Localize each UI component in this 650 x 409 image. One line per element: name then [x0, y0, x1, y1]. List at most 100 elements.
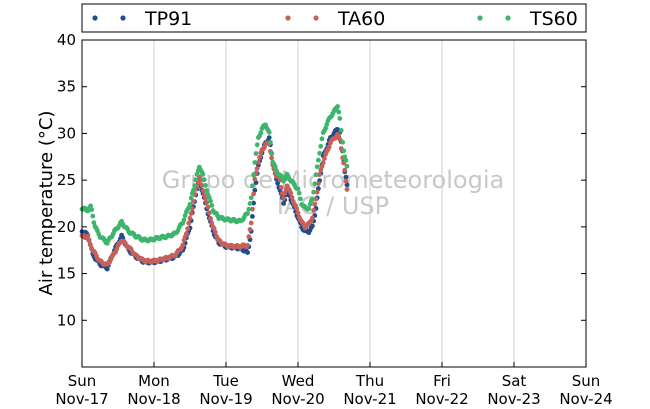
data-point — [104, 266, 110, 272]
data-point — [343, 174, 349, 180]
data-point — [252, 187, 258, 193]
data-point — [335, 104, 340, 109]
data-point — [269, 155, 274, 161]
x-tick-date: Nov-19 — [199, 390, 252, 408]
legend-marker — [313, 15, 319, 21]
data-point — [323, 125, 328, 131]
legend-marker — [477, 15, 483, 21]
x-tick-date: Nov-23 — [487, 390, 540, 408]
watermark-line-1: Grupo de Micrometeorologia — [162, 166, 504, 194]
y-tick-label: 25 — [57, 171, 76, 189]
data-point — [250, 214, 255, 219]
data-point — [205, 204, 211, 210]
data-point — [212, 229, 218, 235]
data-point — [192, 183, 198, 189]
data-point — [310, 196, 315, 202]
legend-marker — [505, 15, 511, 21]
x-tick-date: Nov-20 — [271, 390, 324, 408]
data-point — [186, 220, 192, 226]
data-point — [201, 177, 207, 183]
data-point — [201, 192, 207, 198]
data-point — [187, 201, 193, 207]
data-point — [247, 227, 253, 232]
data-point — [203, 183, 208, 188]
x-tick-day: Thu — [355, 372, 384, 390]
data-point — [343, 157, 349, 163]
y-tick-label: 20 — [57, 218, 76, 236]
legend-label: TA60 — [337, 8, 385, 30]
x-tick-day: Mon — [138, 372, 170, 390]
data-point — [282, 190, 288, 196]
data-point — [245, 250, 251, 255]
data-point — [316, 157, 321, 163]
data-point — [314, 164, 320, 170]
legend-box — [81, 3, 587, 33]
data-point — [246, 234, 252, 240]
data-point — [182, 213, 188, 218]
data-point — [312, 181, 318, 187]
x-tick-date: Nov-24 — [559, 390, 612, 408]
data-point — [245, 211, 251, 216]
data-point — [312, 201, 318, 207]
data-point — [188, 195, 194, 201]
data-point — [181, 217, 187, 223]
y-tick-label: 35 — [57, 78, 76, 96]
data-point — [337, 136, 343, 142]
data-point — [278, 184, 284, 190]
data-point — [296, 190, 302, 196]
data-point — [89, 207, 95, 213]
data-point — [318, 143, 324, 149]
data-point — [252, 176, 258, 182]
y-tick-label: 10 — [57, 311, 76, 329]
data-point — [266, 135, 272, 141]
series-ta60 — [79, 131, 350, 267]
data-point — [317, 150, 322, 156]
data-point — [248, 195, 254, 201]
data-point — [295, 186, 301, 192]
data-point — [87, 241, 93, 247]
data-point — [191, 187, 196, 193]
data-point — [251, 191, 256, 197]
data-point — [294, 206, 300, 212]
data-point — [340, 139, 346, 145]
data-point — [314, 189, 320, 195]
data-point — [247, 201, 253, 206]
data-point — [336, 109, 342, 115]
x-tick-day: Sun — [572, 372, 601, 390]
data-point — [86, 237, 92, 243]
data-point — [193, 177, 199, 183]
gridlines — [153, 40, 515, 367]
legend-marker — [120, 15, 126, 21]
data-point — [313, 196, 319, 202]
y-axis: 10 15 20 25 30 35 40 — [57, 31, 586, 329]
data-point — [203, 196, 208, 202]
data-point — [200, 171, 206, 177]
data-point — [310, 215, 315, 221]
x-tick-day: Sat — [502, 372, 527, 390]
data-point — [310, 223, 315, 229]
data-point — [326, 144, 332, 150]
data-point — [184, 231, 189, 236]
data-point — [199, 182, 205, 188]
data-point — [298, 196, 303, 202]
data-point — [344, 182, 350, 188]
data-point — [338, 127, 344, 133]
data-point — [269, 150, 274, 156]
data-point — [188, 211, 194, 217]
data-point — [344, 163, 350, 169]
legend-marker — [92, 15, 98, 21]
data-point — [343, 178, 349, 184]
x-tick-date: Nov-21 — [343, 390, 396, 408]
x-tick-day: Wed — [282, 372, 315, 390]
data-point — [194, 171, 200, 177]
x-tick-date: Nov-17 — [55, 390, 108, 408]
data-point — [250, 183, 255, 189]
x-tick-date: Nov-18 — [127, 390, 180, 408]
series-layer — [79, 104, 350, 272]
data-point — [191, 199, 196, 204]
data-point — [198, 177, 203, 183]
x-axis: SunNov-17MonNov-18TueNov-19WedNov-20ThuN… — [55, 362, 613, 408]
data-point — [322, 156, 327, 161]
data-point — [281, 195, 286, 201]
data-point — [266, 129, 272, 135]
